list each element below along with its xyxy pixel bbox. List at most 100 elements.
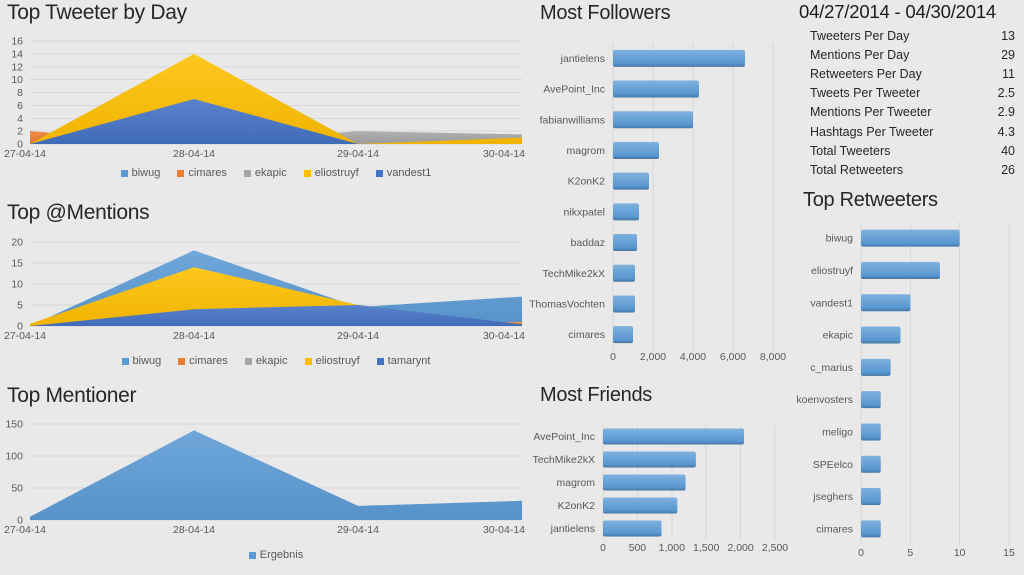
bar-category-label: fabianwilliams: [540, 114, 605, 126]
legend-label: eliostruyf: [314, 167, 359, 179]
x-axis-tick-label: 6,000: [720, 351, 746, 363]
bar-category-label: SPEelco: [813, 459, 853, 471]
stat-value: 2.9: [997, 105, 1015, 120]
bar-c_marius: [861, 358, 891, 376]
stat-label: Mentions Per Day: [810, 47, 910, 62]
y-axis-tick-label: 15: [11, 258, 23, 270]
bar-eliostruyf: [861, 261, 940, 279]
x-axis-tick-label: 500: [629, 542, 647, 554]
bar-category-label: baddaz: [571, 237, 605, 249]
legend-label: vandest1: [386, 167, 432, 179]
stat-value: 29: [1001, 47, 1015, 62]
bar-jantielens: [603, 520, 662, 537]
bar-magrom: [603, 474, 686, 491]
x-axis-tick-label: 10: [954, 547, 966, 559]
stat-value: 40: [1001, 143, 1015, 158]
legend-swatch-icon: [248, 551, 256, 559]
stat-value: 11: [1002, 66, 1015, 81]
most-friends-chart: 0 500 1,000 1,500 2,000 2,500 AvePoint_Inc Tech…: [533, 425, 788, 554]
legend-item-tamarynt: tamarynt: [376, 355, 430, 367]
x-axis-tick-label: 2,000: [727, 542, 753, 554]
y-axis-tick-label: 8: [17, 87, 23, 99]
x-axis-tick-label: 0: [600, 542, 606, 554]
bar-category-label: jseghers: [812, 491, 853, 503]
stat-row: Mentions Per Tweeter 2.9: [795, 103, 1024, 122]
top-mentions-legend: biwug cimares ekapic eliostruyf tamarynt: [30, 355, 522, 367]
stat-row: Hashtags Per Tweeter 4.3: [795, 122, 1024, 141]
y-axis-tick-label: 10: [11, 74, 23, 86]
bar-baddaz: [613, 234, 637, 252]
legend-item-Ergebnis: Ergebnis: [248, 549, 304, 561]
bar-category-label: magrom: [566, 145, 605, 157]
bar-AvePoint_Inc: [613, 80, 699, 98]
chart-title-top-mentions: Top @Mentions: [7, 201, 150, 224]
bar-category-label: meligo: [822, 426, 853, 438]
stat-row: Total Retweeters 26: [795, 160, 1024, 179]
top-retweeters-chart: 0 5 10 15 biwug eliostruyf vandest1 ekapic c_mar…: [796, 222, 1015, 559]
stat-label: Total Retweeters: [810, 162, 904, 177]
stat-value: 26: [1001, 162, 1015, 177]
legend-swatch-icon: [304, 357, 312, 365]
date-range-title: 04/27/2014 - 04/30/2014: [799, 1, 997, 22]
x-axis-tick-label: 28-04-14: [173, 330, 215, 342]
x-axis-tick-label: 27-04-14: [4, 524, 46, 536]
legend-label: ekapic: [254, 167, 287, 179]
stat-value: 4.3: [997, 124, 1015, 139]
panel-top-tweeter-by-day: Top Tweeter by Day 0 2 4 6 8 10 12 14 16 27-04-14…: [0, 0, 530, 190]
bar-koenvosters: [861, 391, 881, 409]
bar-category-label: AvePoint_Inc: [543, 84, 605, 96]
legend-item-cimares: cimares: [178, 355, 228, 367]
stat-value: 13: [1001, 28, 1015, 43]
y-axis-tick-label: 12: [11, 61, 23, 73]
y-axis-tick-label: 5: [17, 300, 23, 312]
legend-item-biwug: biwug: [121, 355, 161, 367]
bar-meligo: [861, 423, 881, 441]
bar-category-label: ThomasVochten: [529, 298, 605, 310]
bar-category-label: c_marius: [810, 362, 853, 374]
x-axis-tick-label: 0: [610, 351, 616, 363]
legend-label: biwug: [131, 167, 161, 179]
x-axis-tick-label: 4,000: [680, 351, 706, 363]
chart-title-most-friends: Most Friends: [540, 384, 652, 406]
bar-jantielens: [613, 49, 745, 67]
y-axis-tick-label: 150: [5, 419, 23, 431]
x-axis-tick-label: 8,000: [760, 351, 786, 363]
top-mentions-chart: 0 5 10 15 20 27-04-14 28-04-14 29-04-14 30-04-14: [4, 237, 525, 343]
panel-top-retweeters: Top Retweeters 0 5 10 15 biwug eliostruyf vand…: [795, 185, 1024, 575]
x-axis-tick-label: 29-04-14: [337, 524, 379, 536]
bar-category-label: eliostruyf: [811, 265, 853, 277]
legend-swatch-icon: [244, 357, 252, 365]
legend-label: ekapic: [255, 355, 288, 367]
top-mentioner-chart: 0 50 100 150 27-04-14 28-04-14 29-04-14 30-04-1…: [4, 419, 525, 537]
bar-category-label: TechMike2kX: [543, 268, 605, 280]
legend-label: Ergebnis: [259, 549, 304, 561]
panel-top-mentions: Top @Mentions 0 5 10 15 20 27-04-14 28-04-14 29…: [0, 190, 530, 380]
stat-label: Retweeters Per Day: [810, 66, 922, 81]
bar-nikxpatel: [613, 203, 639, 221]
x-axis-tick-label: 15: [1003, 547, 1015, 559]
bar-category-label: ekapic: [823, 330, 853, 342]
x-axis-tick-label: 0: [858, 547, 864, 559]
bar-category-label: TechMike2kX: [533, 454, 595, 466]
legend-swatch-icon: [178, 357, 186, 365]
legend-swatch-icon: [121, 357, 129, 365]
y-axis-tick-label: 2: [17, 126, 23, 138]
top-mentioner-legend: Ergebnis: [30, 549, 522, 561]
legend-item-vandest1: vandest1: [375, 167, 432, 179]
x-axis-tick-label: 2,000: [640, 351, 666, 363]
stat-row: Retweeters Per Day 11: [795, 64, 1024, 83]
bar-category-label: cimares: [816, 523, 853, 535]
legend-label: cimares: [188, 167, 227, 179]
stat-label: Mentions Per Tweeter: [810, 105, 932, 120]
legend-item-cimares: cimares: [177, 167, 227, 179]
y-axis-tick-label: 100: [5, 451, 23, 463]
legend-item-eliostruyf: eliostruyf: [304, 355, 360, 367]
legend-swatch-icon: [376, 357, 384, 365]
y-axis-tick-label: 0: [17, 515, 23, 527]
legend-label: eliostruyf: [315, 355, 360, 367]
stat-row: Total Tweeters 40: [795, 141, 1024, 160]
panel-summary-stats: 04/27/2014 - 04/30/2014 Tweeters Per Day…: [795, 0, 1024, 185]
bar-category-label: magrom: [556, 477, 595, 489]
bar-category-label: jantielens: [560, 53, 605, 65]
